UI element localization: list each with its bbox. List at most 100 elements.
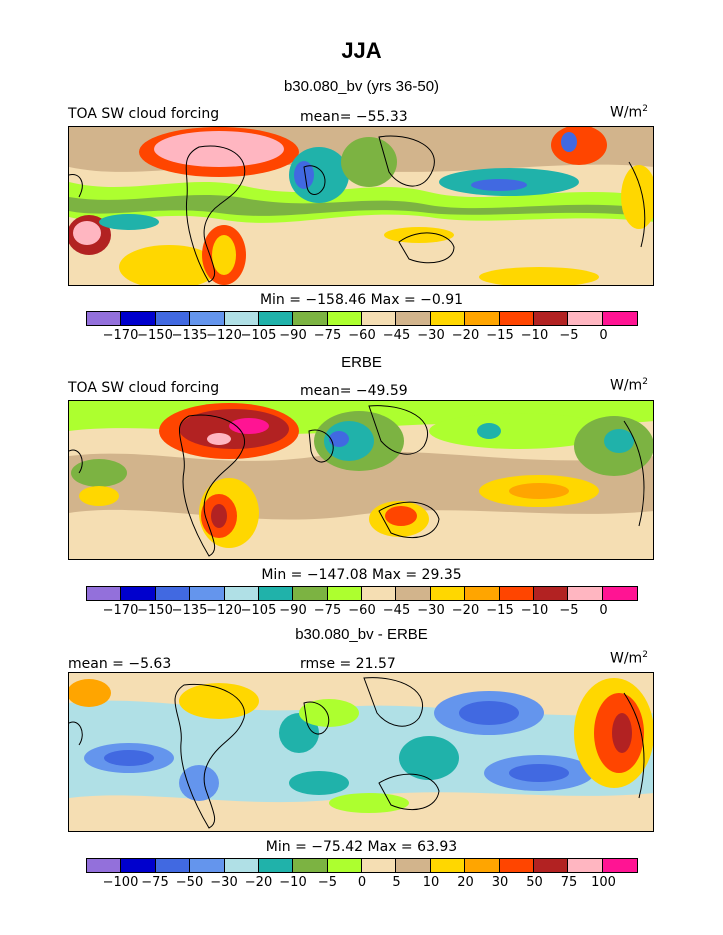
colorbar-swatch — [87, 859, 122, 872]
colorbar-tick-label: −150 — [137, 328, 173, 343]
colorbar-swatch — [224, 587, 259, 600]
colorbar-swatch — [499, 587, 534, 600]
colorbar-tick-label: 10 — [422, 875, 440, 890]
colorbar-tick-label: 50 — [526, 875, 543, 890]
panel-3-colorbar — [86, 858, 638, 873]
panel-1-field — [69, 127, 653, 285]
colorbar-tick-label: −30 — [417, 603, 445, 618]
colorbar-swatch — [190, 587, 225, 600]
colorbar-tick-label: 0 — [599, 603, 608, 618]
panel-1-units: W/m2 — [610, 104, 648, 121]
colorbar-tick-label: −135 — [171, 603, 208, 618]
colorbar-tick-label: −105 — [240, 603, 277, 618]
panel-1-title: b30.080_bv (yrs 36-50) — [283, 78, 440, 95]
colorbar-swatch — [533, 859, 569, 872]
colorbar-swatch — [121, 587, 156, 600]
colorbar-tick-label: −135 — [171, 328, 208, 343]
colorbar-tick-label: 75 — [560, 875, 578, 890]
colorbar-swatch — [568, 859, 603, 872]
colorbar-tick-label: −100 — [102, 875, 139, 890]
panel-3-left-label: mean = −5.63 — [68, 656, 172, 672]
colorbar-tick-label: −75 — [313, 328, 342, 343]
colorbar-tick-label: −90 — [279, 328, 307, 343]
panel-3-colorbar-ticks: −100 −75 −50 −30 −20 −10 −5 0 5 10 20 30 50 75 100 — [86, 875, 638, 891]
colorbar-tick-label: 20 — [457, 875, 474, 890]
colorbar-tick-label: −75 — [313, 603, 342, 618]
colorbar-swatch — [258, 587, 294, 600]
panel-1-left-label: TOA SW cloud forcing — [68, 106, 220, 122]
colorbar-swatch — [396, 587, 431, 600]
colorbar-tick-label: −170 — [102, 328, 139, 343]
colorbar-swatch — [499, 312, 534, 325]
colorbar-tick-label: −30 — [210, 875, 238, 890]
colorbar-tick-label: −10 — [520, 603, 549, 618]
colorbar-swatch — [430, 587, 466, 600]
panel-1-colorbar-ticks: −170 −150 −135 −120 −105 −90 −75 −60 −45 −30 −20 −1… — [86, 328, 638, 344]
colorbar-swatch — [465, 859, 500, 872]
colorbar-tick-label: −75 — [141, 875, 169, 890]
colorbar-swatch — [499, 859, 534, 872]
colorbar-swatch — [121, 312, 156, 325]
colorbar-swatch — [190, 859, 225, 872]
panel-2-field — [69, 401, 653, 559]
colorbar-swatch — [602, 587, 637, 600]
colorbar-swatch — [568, 587, 603, 600]
panel-2-stat-label: mean= −49.59 — [300, 383, 408, 399]
colorbar-swatch — [155, 587, 191, 600]
colorbar-tick-label: −5 — [559, 328, 579, 343]
colorbar-tick-label: −120 — [206, 328, 242, 343]
colorbar-tick-label: −20 — [451, 603, 480, 618]
colorbar-swatch — [396, 859, 431, 872]
colorbar-swatch — [87, 312, 122, 325]
panel-3-stat-label: rmse = 21.57 — [300, 656, 396, 672]
colorbar-tick-label: 0 — [357, 875, 367, 890]
colorbar-swatch — [327, 312, 362, 325]
colorbar-swatch — [293, 587, 328, 600]
panel-1-stat-label: mean= −55.33 — [300, 109, 408, 125]
colorbar-tick-label: −150 — [137, 603, 173, 618]
colorbar-tick-label: 30 — [491, 875, 509, 890]
colorbar-tick-label: −60 — [348, 603, 376, 618]
colorbar-tick-label: −15 — [486, 328, 514, 343]
colorbar-tick-label: −10 — [520, 328, 549, 343]
colorbar-tick-label: −20 — [451, 328, 480, 343]
colorbar-tick-label: −45 — [382, 603, 411, 618]
colorbar-swatch — [602, 312, 637, 325]
colorbar-tick-label: 5 — [392, 875, 401, 890]
colorbar-swatch — [258, 859, 294, 872]
panel-3-units: W/m2 — [610, 650, 648, 667]
panel-2-colorbar — [86, 586, 638, 601]
colorbar-tick-label: −5 — [559, 603, 579, 618]
colorbar-swatch — [362, 312, 397, 325]
colorbar-tick-label: −90 — [279, 603, 307, 618]
panel-2-map — [68, 400, 654, 560]
colorbar-swatch — [87, 587, 122, 600]
colorbar-tick-label: −105 — [240, 328, 277, 343]
colorbar-swatch — [362, 859, 397, 872]
colorbar-swatch — [293, 312, 328, 325]
colorbar-swatch — [327, 859, 362, 872]
colorbar-tick-label: −10 — [279, 875, 307, 890]
colorbar-tick-label: −45 — [382, 328, 411, 343]
colorbar-swatch — [224, 859, 259, 872]
colorbar-swatch — [327, 587, 362, 600]
colorbar-tick-label: 0 — [599, 328, 608, 343]
panel-1-map — [68, 126, 654, 286]
colorbar-tick-label: −15 — [486, 603, 514, 618]
colorbar-tick-label: −170 — [102, 603, 139, 618]
colorbar-swatch — [293, 859, 328, 872]
panel-3-map — [68, 672, 654, 832]
colorbar-swatch — [190, 312, 225, 325]
panel-2-min-max: Min = −147.08 Max = 29.35 — [261, 567, 462, 583]
colorbar-tick-label: 100 — [591, 875, 616, 890]
colorbar-tick-label: −120 — [206, 603, 242, 618]
panel-2-left-label: TOA SW cloud forcing — [68, 380, 220, 396]
panel-3-field — [69, 673, 653, 831]
colorbar-swatch — [465, 312, 500, 325]
panel-2-colorbar-ticks: −170 −150 −135 −120 −105 −90 −75 −60 −45 −30 −20 −1… — [86, 603, 638, 619]
colorbar-swatch — [568, 312, 603, 325]
colorbar-tick-label: −50 — [175, 875, 204, 890]
figure-title: JJA — [341, 38, 382, 63]
colorbar-tick-label: −30 — [417, 328, 445, 343]
colorbar-swatch — [602, 859, 637, 872]
